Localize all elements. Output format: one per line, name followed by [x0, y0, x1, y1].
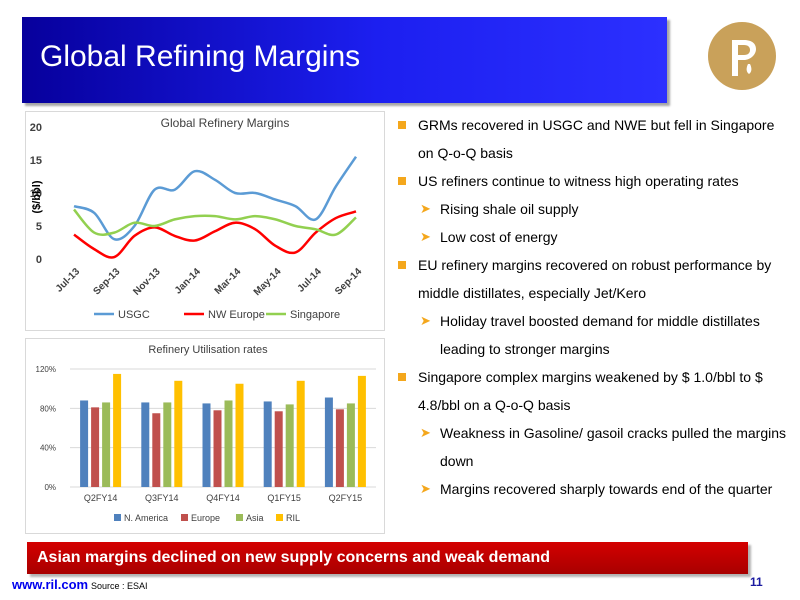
series-line-nw-europe [73, 210, 357, 259]
bar-ril [357, 375, 366, 487]
y-axis-label: ($/bbl) [31, 180, 43, 213]
legend-label: Asia [246, 513, 264, 523]
bar-n-america [202, 403, 211, 487]
x-tick-label: Nov-13 [131, 266, 163, 298]
arrow-bullet-icon: ➤ [420, 313, 431, 328]
x-tick-label: Q1FY15 [267, 493, 301, 503]
utilisation-rates-chart: Refinery Utilisation rates 0% 40% 80% 120% Q2… [25, 338, 385, 534]
y-tick-label: 120% [36, 365, 56, 374]
title-banner [22, 17, 667, 103]
legend-label: USGC [118, 309, 150, 321]
x-tick-label: May-14 [252, 266, 284, 298]
bar-ril [113, 373, 122, 487]
bullet-text: Margins recovered sharply towards end of… [440, 481, 773, 497]
bar-asia [285, 404, 294, 487]
y-tick-label: 0% [44, 483, 56, 492]
bullet-square-icon [398, 261, 406, 269]
x-tick-label: Jan-14 [173, 266, 203, 296]
legend-label: Europe [191, 513, 220, 523]
page-title: Global Refining Margins [40, 40, 361, 73]
bar-n-america [80, 400, 89, 487]
ril-logo-icon [708, 22, 776, 90]
bar-asia [163, 402, 172, 487]
bullet-text: US refiners continue to witness high ope… [418, 173, 739, 189]
x-tick-label: Q3FY14 [145, 493, 179, 503]
arrow-bullet-icon: ➤ [420, 201, 431, 216]
x-tick-label: Sep-13 [91, 266, 122, 297]
bar-europe [91, 407, 100, 487]
legend-label: Singapore [290, 309, 340, 321]
legend-label: NW Europe [208, 309, 265, 321]
legend-swatch [181, 514, 188, 521]
bullet-text: EU refinery margins recovered on robust … [418, 257, 772, 301]
x-tick-label: Sep-14 [333, 266, 364, 297]
y-tick-label: 15 [30, 155, 42, 167]
legend-label: N. America [124, 513, 168, 523]
x-tick-label: Mar-14 [213, 266, 244, 297]
conclusion-text: Asian margins declined on new supply con… [37, 549, 551, 566]
y-tick-label: 0 [36, 254, 42, 266]
bar-europe [274, 411, 283, 487]
chart-title: Global Refinery Margins [161, 116, 290, 130]
refinery-margins-chart: Global Refinery Margins 0 5 10 15 20 ($/bbl) Ju… [25, 111, 385, 331]
y-tick-label: 5 [36, 221, 42, 233]
x-tick-label: Q2FY15 [329, 493, 363, 503]
arrow-bullet-icon: ➤ [420, 481, 431, 496]
arrow-bullet-icon: ➤ [420, 425, 431, 440]
y-tick-label: 10 [30, 188, 42, 200]
bar-ril [296, 380, 305, 487]
bullet-text: GRMs recovered in USGC and NWE but fell … [418, 117, 775, 161]
legend-swatch [276, 514, 283, 521]
bar-ril [174, 380, 183, 487]
page-number: 11 [750, 575, 763, 589]
bar-ril [235, 383, 244, 487]
x-tick-label: Jul-13 [54, 266, 83, 295]
chart-title: Refinery Utilisation rates [148, 344, 268, 356]
bar-asia [224, 400, 233, 487]
conclusion-banner: Asian margins declined on new supply con… [27, 542, 748, 574]
bar-europe [335, 409, 344, 487]
bar-europe [213, 410, 222, 487]
bullet-text: Holiday travel boosted demand for middle… [440, 313, 760, 357]
y-tick-label: 40% [40, 444, 56, 453]
series-line-usgc [73, 155, 358, 241]
bullet-text: Weakness in Gasoline/ gasoil cracks pull… [440, 425, 787, 469]
bullet-text: Singapore complex margins weakened by $ … [418, 369, 763, 413]
bullet-text: Low cost of energy [440, 229, 558, 245]
source-note: Source : ESAI [91, 581, 148, 591]
x-tick-label: Jul-14 [296, 266, 325, 295]
x-tick-label: Q2FY14 [84, 493, 118, 503]
website-link[interactable]: www.ril.com [12, 577, 89, 592]
legend-swatch [236, 514, 243, 521]
legend-label: RIL [286, 513, 300, 523]
y-tick-label: 80% [40, 404, 56, 413]
series-line-singapore [73, 208, 357, 237]
bar-asia [346, 403, 355, 487]
legend-swatch [114, 514, 121, 521]
y-tick-label: 20 [30, 122, 42, 134]
bar-n-america [324, 397, 333, 487]
bar-europe [152, 413, 161, 487]
bar-n-america [141, 402, 150, 487]
x-tick-label: Q4FY14 [206, 493, 240, 503]
bar-asia [102, 402, 111, 487]
bullet-square-icon [398, 373, 406, 381]
bullet-square-icon [398, 177, 406, 185]
bar-n-america [263, 401, 272, 487]
arrow-bullet-icon: ➤ [420, 229, 431, 244]
bullet-text: Rising shale oil supply [440, 201, 579, 217]
bullet-square-icon [398, 121, 406, 129]
